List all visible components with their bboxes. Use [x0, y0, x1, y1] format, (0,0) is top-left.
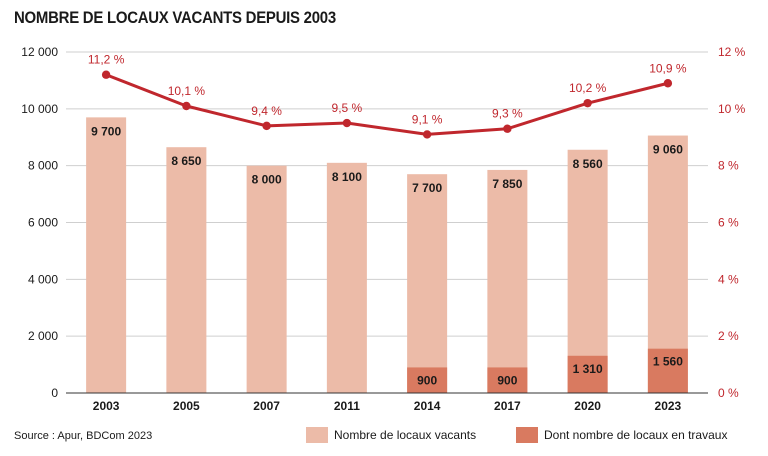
line-value-label: 10,1 %	[168, 84, 206, 98]
x-tick-label: 2003	[93, 399, 120, 413]
line-value-label: 9,1 %	[412, 112, 443, 126]
y-left-tick-label: 4 000	[28, 272, 58, 286]
bar-vacants	[567, 149, 608, 393]
bar-value-label: 9 060	[653, 143, 683, 157]
bar-value-label: 8 650	[171, 154, 201, 168]
legend-label-vacants: Nombre de locaux vacants	[334, 428, 477, 442]
bar-value-label: 9 700	[91, 124, 121, 138]
legend-swatch-vacants	[306, 427, 328, 443]
y-right-tick-label: 6 %	[718, 216, 739, 230]
line-point	[101, 70, 111, 79]
bar-travaux	[487, 367, 528, 393]
bar-travaux-value-label: 1 560	[653, 355, 683, 369]
bar-travaux-value-label: 1 310	[573, 362, 603, 376]
x-tick-label: 2007	[253, 399, 280, 413]
line-value-label: 9,3 %	[492, 107, 523, 121]
line-value-label: 9,5 %	[332, 101, 363, 115]
bar-value-label: 8 560	[573, 157, 603, 171]
bar-value-label: 8 000	[252, 173, 282, 187]
x-tick-label: 2005	[173, 399, 200, 413]
line-point	[503, 124, 512, 133]
x-tick-label: 2023	[655, 399, 682, 413]
line-point	[262, 121, 271, 131]
line-point	[583, 98, 592, 108]
line-value-label: 10,9 %	[649, 61, 687, 75]
bar-vacants	[326, 162, 367, 393]
y-left-tick-label: 2 000	[28, 329, 58, 343]
bar-travaux-value-label: 900	[417, 373, 437, 387]
bar-value-label: 8 100	[332, 170, 362, 184]
bar-vacants	[407, 174, 448, 393]
x-tick-label: 2017	[494, 399, 521, 413]
y-left-tick-label: 10 000	[21, 102, 58, 116]
y-right-tick-label: 0 %	[718, 386, 739, 400]
y-right-tick-label: 4 %	[718, 272, 739, 286]
line-point	[182, 101, 191, 111]
y-left-tick-label: 0	[51, 386, 58, 400]
y-right-tick-label: 10 %	[718, 102, 746, 116]
bar-travaux-value-label: 900	[497, 373, 517, 387]
y-left-tick-label: 12 000	[21, 45, 58, 59]
x-tick-label: 2020	[574, 399, 601, 413]
line-value-label: 9,4 %	[251, 104, 282, 118]
x-tick-label: 2011	[334, 399, 360, 413]
line-point	[422, 130, 432, 139]
bar-vacants	[166, 147, 207, 393]
legend-item-vacants: Nombre de locaux vacants	[306, 427, 476, 443]
y-left-tick-label: 6 000	[28, 216, 58, 230]
bar-vacants	[487, 169, 528, 393]
legend-label-travaux: Dont nombre de locaux en travaux	[544, 428, 728, 442]
source-note: Source : Apur, BDCom 2023	[14, 430, 153, 442]
bar-vacants	[246, 165, 287, 393]
chart-title: NOMBRE DE LOCAUX VACANTS DEPUIS 2003	[14, 8, 336, 27]
bar-travaux	[407, 367, 448, 393]
bar-value-label: 7 700	[412, 181, 442, 195]
y-left-tick-label: 8 000	[28, 159, 58, 173]
x-tick-label: 2014	[414, 399, 441, 413]
y-right-tick-label: 2 %	[718, 329, 739, 343]
legend-swatch-travaux	[516, 427, 538, 443]
line-value-label: 10,2 %	[569, 81, 607, 95]
bar-value-label: 7 850	[492, 177, 522, 191]
bar-travaux	[647, 348, 688, 393]
line-taux-vacance	[105, 73, 669, 136]
line-point	[663, 79, 673, 88]
legend-item-travaux: Dont nombre de locaux en travaux	[516, 427, 727, 443]
line-value-label: 11,2 %	[88, 53, 125, 67]
y-right-tick-label: 8 %	[718, 159, 739, 173]
bar-travaux	[567, 355, 608, 393]
line-point	[342, 118, 352, 128]
bar-vacants	[86, 117, 127, 393]
y-right-tick-label: 12 %	[718, 45, 746, 59]
